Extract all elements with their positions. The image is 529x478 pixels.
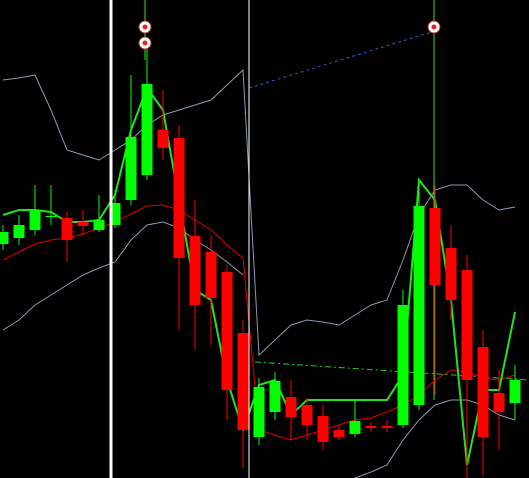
candle-body	[109, 203, 121, 225]
candle-body	[365, 426, 377, 428]
candle-body	[125, 137, 137, 200]
candle-body	[269, 381, 281, 412]
candle-body	[157, 130, 169, 148]
candle-body	[333, 430, 345, 437]
candle-body	[93, 220, 105, 230]
candle-body	[317, 416, 329, 442]
candle-body	[45, 216, 57, 217]
signal-marker	[138, 20, 441, 50]
candle-body	[477, 347, 489, 437]
candle-body	[509, 380, 521, 403]
candle-body	[253, 387, 265, 437]
plot-area	[0, 40, 521, 478]
candle-body	[77, 222, 89, 226]
candle-body	[237, 333, 249, 430]
candle-body	[141, 84, 153, 175]
candle-body	[221, 272, 233, 390]
candle-body	[381, 426, 393, 428]
candle-body	[29, 210, 41, 230]
trend-line	[248, 31, 433, 89]
candle-body	[413, 206, 425, 405]
indicator-line	[2, 221, 244, 331]
candle-body	[13, 225, 25, 238]
candle-body	[205, 252, 217, 298]
candle-body	[429, 208, 441, 285]
candle-body	[61, 218, 73, 240]
candle-body	[0, 232, 9, 244]
candle-body	[397, 305, 409, 425]
candle-body	[285, 397, 297, 417]
indicator-line	[2, 68, 516, 357]
candle-body	[461, 270, 473, 380]
candle-body	[349, 421, 361, 434]
candle-body	[493, 393, 505, 412]
candle-body	[189, 236, 201, 305]
candle-body	[301, 405, 313, 425]
candle-body	[445, 248, 457, 300]
candle-body	[173, 138, 185, 258]
